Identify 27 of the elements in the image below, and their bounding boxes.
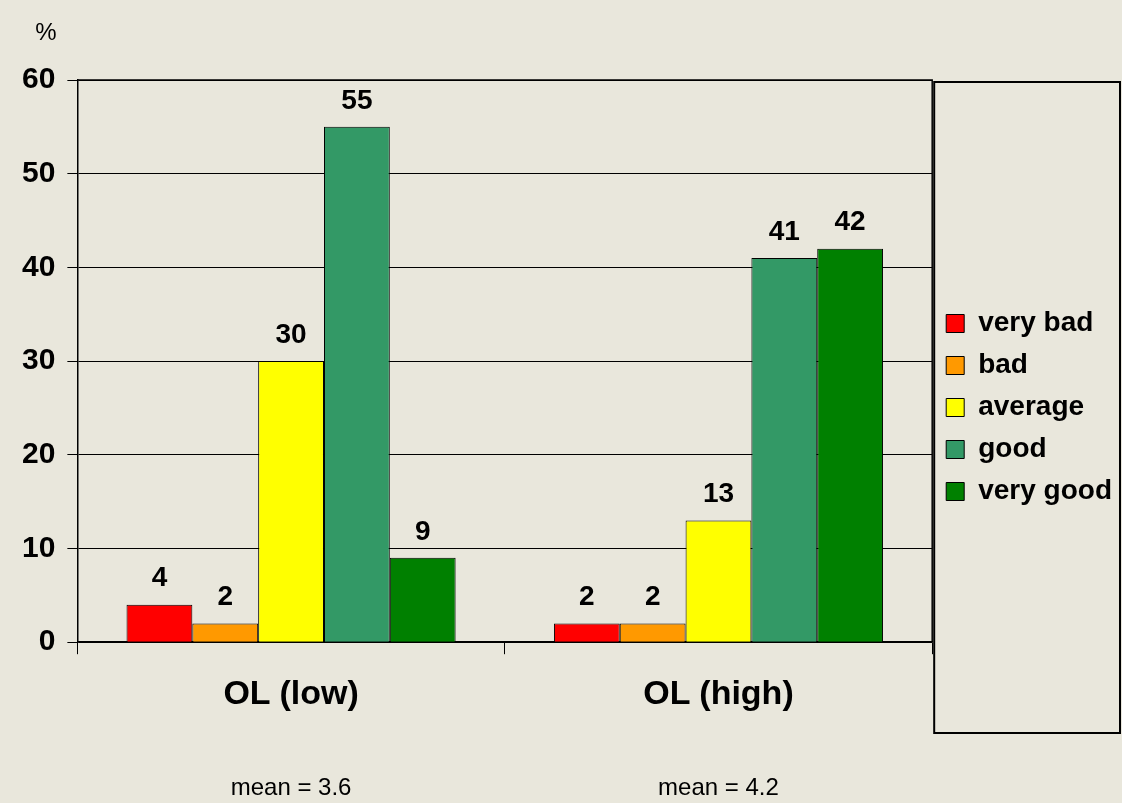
data-label: 41 (768, 214, 800, 246)
legend-label: good (978, 432, 1047, 464)
data-label: 2 (579, 580, 595, 612)
data-label: 13 (702, 477, 735, 509)
x-tick-label: OL (low) (223, 672, 359, 711)
y-tick-label: 40 (21, 248, 56, 282)
data-label: 42 (834, 205, 866, 237)
y-axis-title: % (35, 18, 57, 45)
data-label: 2 (217, 580, 234, 612)
legend-label: very good (978, 474, 1113, 506)
legend-label: very bad (978, 306, 1094, 338)
text: mean = 3.6 (230, 773, 352, 800)
y-tick-label: 30 (21, 342, 56, 376)
y-tick-label: 50 (21, 154, 56, 188)
legend-label: average (978, 390, 1085, 422)
legend-label: bad (978, 348, 1028, 380)
data-label: 9 (414, 514, 431, 546)
y-tick-label: 20 (21, 436, 56, 470)
y-tick-label: 60 (21, 61, 56, 95)
data-label: 30 (275, 317, 307, 349)
y-tick-label: 10 (21, 529, 56, 563)
data-label: 4 (151, 561, 168, 593)
data-label: 2 (644, 580, 661, 612)
y-tick-label: 0 (38, 623, 56, 657)
data-label: 55 (341, 83, 373, 115)
x-tick-label: OL (high) (643, 672, 794, 711)
text: mean = 4.2 (658, 773, 779, 800)
